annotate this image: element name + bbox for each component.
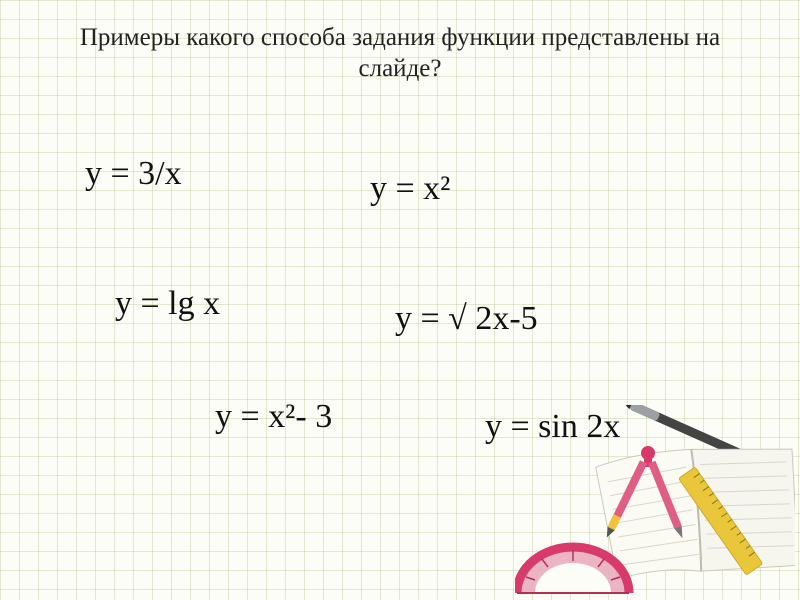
formula-2: у = х² (370, 170, 450, 208)
formula-5: у = х²- 3 (215, 398, 332, 436)
formula-1: у = 3/х (85, 155, 182, 193)
formula-3: у = lg x (115, 285, 220, 323)
slide-title: Примеры какого способа задания функции п… (0, 22, 800, 85)
formula-4: у = √ 2x-5 (395, 300, 538, 338)
formula-6: у = sin 2x (485, 408, 620, 446)
slide-container: Примеры какого способа задания функции п… (0, 0, 800, 600)
